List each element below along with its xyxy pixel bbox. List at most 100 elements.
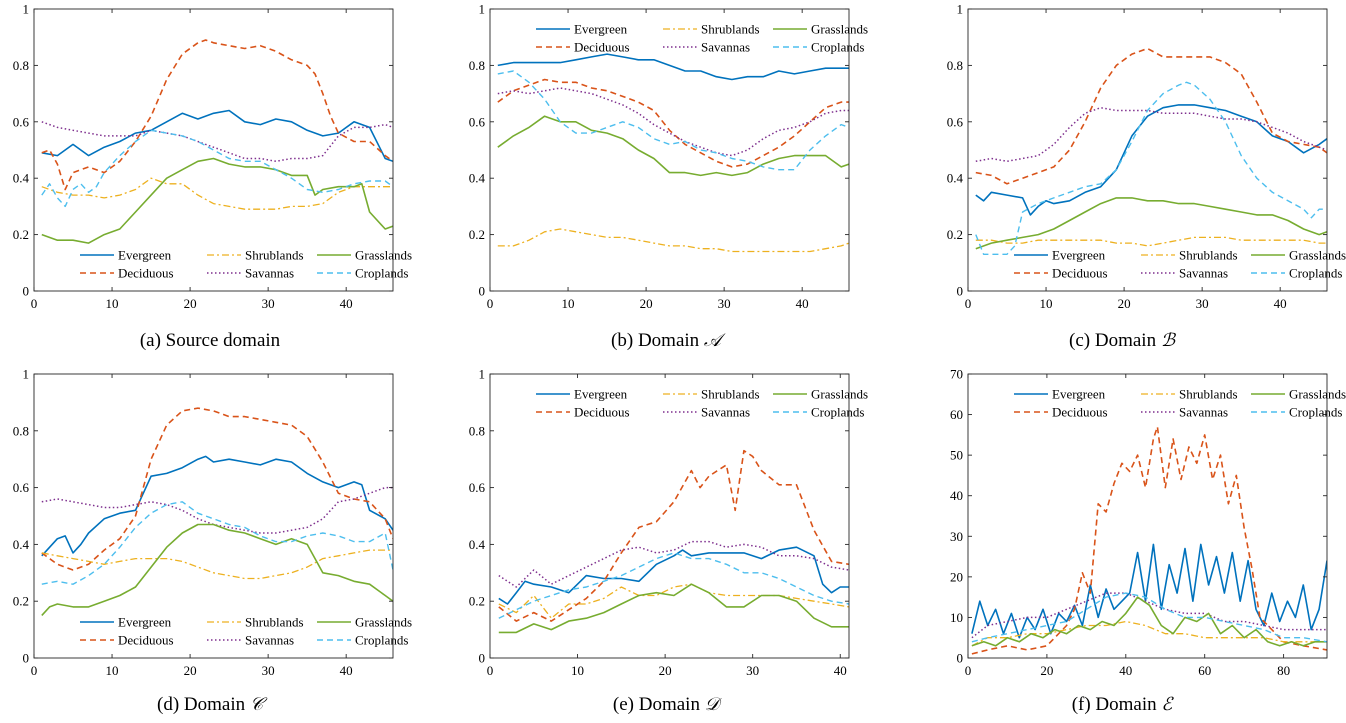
legend-label-croplands: Croplands (811, 40, 864, 55)
x-tick-label: 40 (1274, 296, 1287, 311)
axes-frame (967, 373, 1328, 659)
legend-label-evergreen: Evergreen (1052, 248, 1106, 263)
series-line-croplands (971, 592, 1327, 643)
series-line-deciduous (41, 407, 393, 571)
legend-label-croplands: Croplands (1289, 266, 1342, 281)
caption-c-domain: ℬ (1160, 330, 1175, 351)
x-tick-label: 10 (106, 663, 119, 678)
series-line-grasslands (41, 157, 393, 244)
x-tick-label: 0 (487, 663, 494, 678)
y-tick-label: 0.6 (13, 480, 30, 495)
legend-label-savannas: Savannas (1179, 266, 1228, 281)
y-tick-label: 40 (950, 488, 963, 503)
series-line-deciduous (975, 47, 1327, 185)
y-tick-label: 0 (23, 284, 30, 299)
x-tick-label: 30 (746, 663, 759, 678)
caption-f: (f) Domain ℰ (912, 694, 1332, 716)
y-tick-label: 1 (957, 2, 964, 17)
y-tick-label: 0.4 (13, 171, 30, 186)
series-line-croplands (975, 81, 1327, 256)
y-tick-label: 1 (479, 2, 486, 17)
y-tick-label: 1 (23, 367, 30, 382)
y-tick-label: 1 (479, 367, 486, 382)
caption-d-text: Domain (183, 694, 246, 715)
x-tick-label: 20 (184, 663, 197, 678)
x-tick-label: 20 (1040, 663, 1053, 678)
caption-d-domain: 𝒞 (249, 694, 263, 715)
y-tick-label: 0.4 (13, 537, 30, 552)
x-tick-label: 10 (571, 663, 584, 678)
series-line-croplands (497, 70, 849, 171)
x-tick-label: 80 (1277, 663, 1290, 678)
legend-label-shrublands: Shrublands (701, 387, 760, 402)
legend-label-evergreen: Evergreen (118, 248, 172, 263)
legend-label-shrublands: Shrublands (1179, 387, 1238, 402)
series-line-shrublands (975, 236, 1327, 247)
x-tick-label: 10 (1040, 296, 1053, 311)
x-tick-label: 40 (1119, 663, 1132, 678)
caption-a: (a) Source domain (0, 330, 420, 352)
x-tick-label: 0 (31, 296, 38, 311)
x-tick-label: 0 (965, 663, 972, 678)
legend-label-savannas: Savannas (701, 405, 750, 420)
chart-panel-b: 0 10 20 30 40 0 0.2 0.4 0.6 0.8 1 Evergreen Shrublan… (469, 2, 868, 312)
y-tick-label: 10 (950, 610, 963, 625)
caption-c: (c) Domain ℬ (912, 330, 1332, 352)
axes-frame (489, 8, 850, 292)
series-line-grasslands (975, 197, 1327, 250)
legend-label-grasslands: Grasslands (355, 248, 412, 263)
y-tick-label: 0.2 (947, 227, 963, 242)
y-tick-label: 0.4 (469, 171, 486, 186)
legend-label-deciduous: Deciduous (574, 40, 630, 55)
legend: Evergreen Shrublands Grasslands Deciduous Sa… (1014, 248, 1346, 281)
legend: Evergreen Shrublands Grasslands Deciduous Sa… (1014, 387, 1346, 420)
y-tick-label: 0.6 (469, 114, 486, 129)
series-line-savannas (498, 540, 849, 588)
axes-frame (967, 8, 1328, 292)
series-line-deciduous (971, 425, 1327, 655)
legend-label-evergreen: Evergreen (118, 615, 172, 630)
caption-b-label: (b) (611, 330, 634, 351)
caption-b-text: Domain (637, 330, 700, 351)
series-line-evergreen (41, 455, 393, 557)
legend-label-grasslands: Grasslands (1289, 248, 1346, 263)
legend-label-savannas: Savannas (701, 40, 750, 55)
x-tick-label: 30 (262, 296, 275, 311)
y-tick-label: 60 (950, 407, 963, 422)
y-tick-label: 20 (950, 569, 963, 584)
y-tick-label: 0 (957, 284, 964, 299)
x-tick-label: 60 (1198, 663, 1211, 678)
x-tick-label: 0 (965, 296, 972, 311)
chart-panel-c: 0 10 20 30 40 0 0.2 0.4 0.6 0.8 1 Evergreen Shrublan… (947, 2, 1346, 312)
legend-label-shrublands: Shrublands (701, 22, 760, 37)
x-tick-label: 20 (659, 663, 672, 678)
caption-e-text: Domain (638, 694, 700, 715)
legend-label-evergreen: Evergreen (574, 22, 628, 37)
y-tick-label: 0.8 (13, 423, 29, 438)
axes-frame (33, 373, 394, 659)
legend-label-croplands: Croplands (355, 633, 408, 648)
series-line-deciduous (498, 449, 849, 622)
y-tick-label: 70 (950, 367, 963, 382)
x-tick-label: 20 (1118, 296, 1131, 311)
x-tick-label: 40 (340, 663, 353, 678)
y-tick-label: 0.2 (13, 227, 29, 242)
caption-f-domain: ℰ (1161, 694, 1173, 715)
chart-panel-a: 0 10 20 30 40 0 0.2 0.4 0.6 0.8 1 Evergreen Shrublan… (13, 2, 412, 312)
series-line-shrublands (498, 583, 849, 619)
legend-label-savannas: Savannas (245, 633, 294, 648)
x-tick-label: 30 (718, 296, 731, 311)
chart-panel-d: 0 10 20 30 40 0 0.2 0.4 0.6 0.8 1 Evergreen Shrublan… (13, 367, 412, 679)
x-tick-label: 30 (1196, 296, 1209, 311)
series-line-evergreen (41, 109, 393, 163)
caption-f-label: (f) (1071, 694, 1091, 715)
series-line-deciduous (41, 39, 393, 191)
caption-f-text: Domain (1095, 694, 1157, 715)
chart-panel-f: 0 20 40 60 80 0 10 20 30 40 50 60 70 Evergreen Shrubla… (950, 367, 1346, 679)
legend-label-grasslands: Grasslands (1289, 387, 1346, 402)
y-tick-label: 0 (957, 651, 964, 666)
legend: Evergreen Shrublands Grasslands Deciduous Sa… (80, 248, 412, 281)
series-line-shrublands (41, 549, 393, 580)
caption-a-label: (a) (139, 330, 161, 351)
x-tick-label: 30 (262, 663, 275, 678)
